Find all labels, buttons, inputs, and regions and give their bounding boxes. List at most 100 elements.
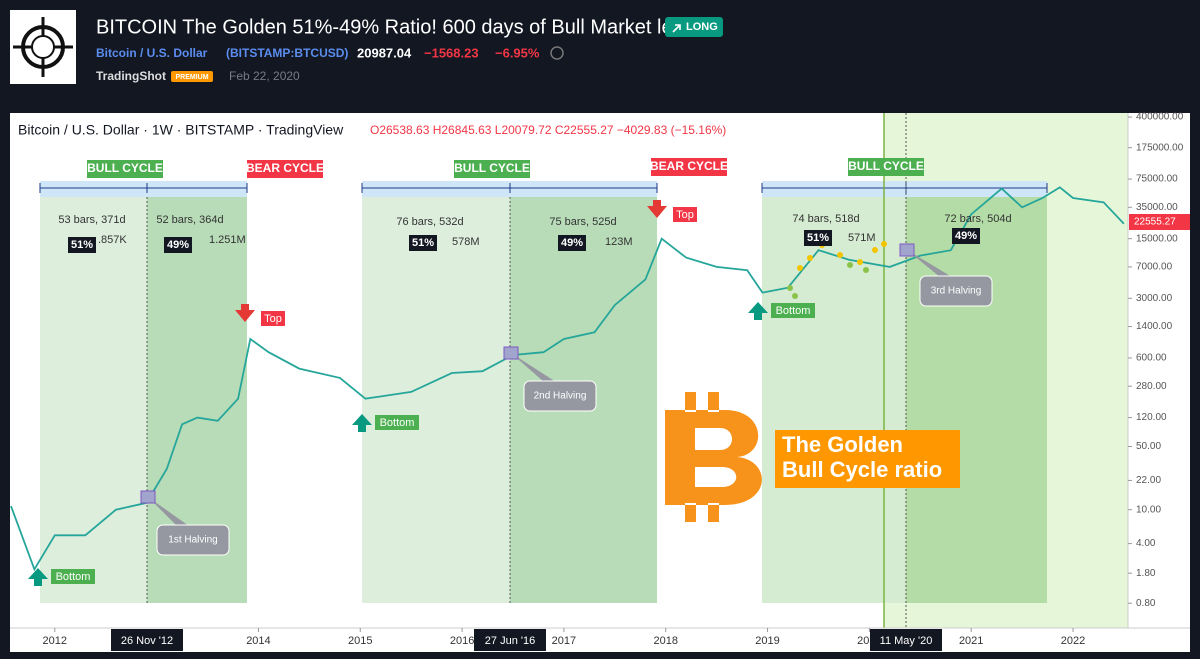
date-marker: 27 Jun '16 (485, 635, 535, 647)
bottom-label: Bottom (56, 571, 91, 583)
volume: 123M (605, 236, 633, 248)
ratio: 51% (412, 237, 434, 249)
idea-date: Feb 22, 2020 (229, 69, 300, 83)
dot (847, 262, 853, 268)
author: TradingShot (96, 69, 166, 83)
volume: 578M (452, 236, 480, 248)
ratio: 51% (807, 232, 829, 244)
ratio: 49% (955, 230, 977, 242)
dot (787, 285, 793, 291)
date-marker: 11 May '20 (880, 635, 933, 647)
halving-lines (146, 113, 907, 628)
cycle-label: BULL CYCLE (87, 161, 163, 175)
date-marker-box (474, 629, 546, 651)
bottom-badge (375, 415, 419, 430)
y-tick-label: 0.80 (1136, 598, 1156, 609)
halving-pointer (907, 250, 952, 277)
y-tick-label: 7000.00 (1136, 262, 1173, 273)
halving-marker (503, 346, 519, 360)
bottom-badge (771, 303, 815, 318)
x-tick-label: 2022 (1061, 635, 1085, 647)
halving-label: 1st Halving (168, 535, 217, 546)
change: −1568.23 (424, 45, 479, 60)
cycle-label: BULL CYCLE (454, 161, 530, 175)
change-pct: −6.95% (495, 45, 540, 60)
ratio-badge (68, 237, 96, 253)
long-label: LONG (686, 21, 718, 33)
bottom-label: Bottom (380, 417, 415, 429)
top-label: Top (676, 209, 694, 221)
long-badge (665, 17, 723, 37)
x-tick-label: 2019 (755, 635, 779, 647)
projection-dots (787, 241, 887, 299)
y-tick-label: 22.00 (1136, 475, 1161, 486)
halving-marker (140, 490, 156, 504)
bottom-arrow (352, 414, 372, 432)
date-marker-box (870, 629, 942, 651)
zone (40, 197, 147, 603)
dot (872, 247, 878, 253)
y-tick-label: 1400.00 (1136, 321, 1173, 332)
alarm-icon[interactable] (550, 46, 564, 60)
ratio: 51% (71, 239, 93, 251)
ohlc: O26538.63 H26845.63 L20079.72 C22555.27 … (370, 123, 726, 137)
x-tick-label: 2016 (450, 635, 474, 647)
y-tick-label: 120.00 (1136, 412, 1167, 423)
halving-box (523, 380, 597, 412)
volume: 571M (848, 232, 876, 244)
volume: .857K (98, 234, 127, 246)
golden-text: Bull Cycle ratio (782, 457, 942, 482)
x-tick-label: 2017 (552, 635, 576, 647)
top-badge (261, 311, 285, 326)
dot (863, 267, 869, 273)
idea-title: BITCOIN The Golden 51%-49% Ratio! 600 da… (96, 16, 689, 38)
y-tick-label: 280.00 (1136, 381, 1167, 392)
y-tick-label: 400000.00 (1136, 112, 1184, 123)
y-tick-label: 15000.00 (1136, 233, 1178, 244)
top-arrow (647, 200, 667, 218)
x-tick-label: 2014 (246, 635, 270, 647)
dot (837, 252, 843, 258)
bar-count: 53 bars, 371d (58, 214, 125, 226)
bottom-arrow (748, 302, 768, 320)
ratio-badge (164, 237, 192, 253)
y-tick-label: 50.00 (1136, 441, 1161, 452)
bottom-label: Bottom (776, 305, 811, 317)
halving-pointer (148, 497, 189, 526)
ratio-badge (558, 235, 586, 251)
bar-count: 52 bars, 364d (156, 214, 223, 226)
golden-text: The Golden (782, 432, 903, 457)
symbol-name: Bitcoin / U.S. Dollar (96, 46, 208, 60)
price-axis (1128, 113, 1190, 652)
chart-title: Bitcoin / U.S. Dollar · 1W · BITSTAMP · … (18, 122, 344, 138)
y-tick-label: 600.00 (1136, 353, 1167, 364)
x-tick-label: 2021 (959, 635, 983, 647)
ratio: 49% (561, 237, 583, 249)
bar-count: 76 bars, 532d (396, 216, 463, 228)
ratio-badge (952, 228, 980, 244)
cycle-badge (87, 160, 163, 178)
price-line (10, 186, 1125, 572)
cycle-badge (454, 160, 530, 178)
zone (362, 197, 510, 603)
halving-marker (899, 243, 915, 257)
cycle-label: BEAR CYCLE (246, 161, 324, 175)
dot (857, 259, 863, 265)
top-arrow (235, 304, 255, 322)
ratio: 49% (167, 239, 189, 251)
date-marker: 26 Nov '12 (121, 635, 173, 647)
premium-label: PREMIUM (175, 74, 208, 81)
bottom-arrow (28, 568, 48, 586)
halving-box (919, 275, 993, 307)
halving-box (156, 524, 230, 556)
bracket-lines (39, 183, 1048, 193)
bracket (762, 181, 1047, 197)
halving-pointer (511, 353, 556, 382)
dot (797, 265, 803, 271)
halving-label: 3rd Halving (931, 286, 982, 297)
last-price-box (1129, 214, 1190, 230)
ratio-badge (804, 230, 832, 246)
cycle-badge (848, 158, 924, 176)
y-tick-label: 175000.00 (1136, 142, 1184, 153)
